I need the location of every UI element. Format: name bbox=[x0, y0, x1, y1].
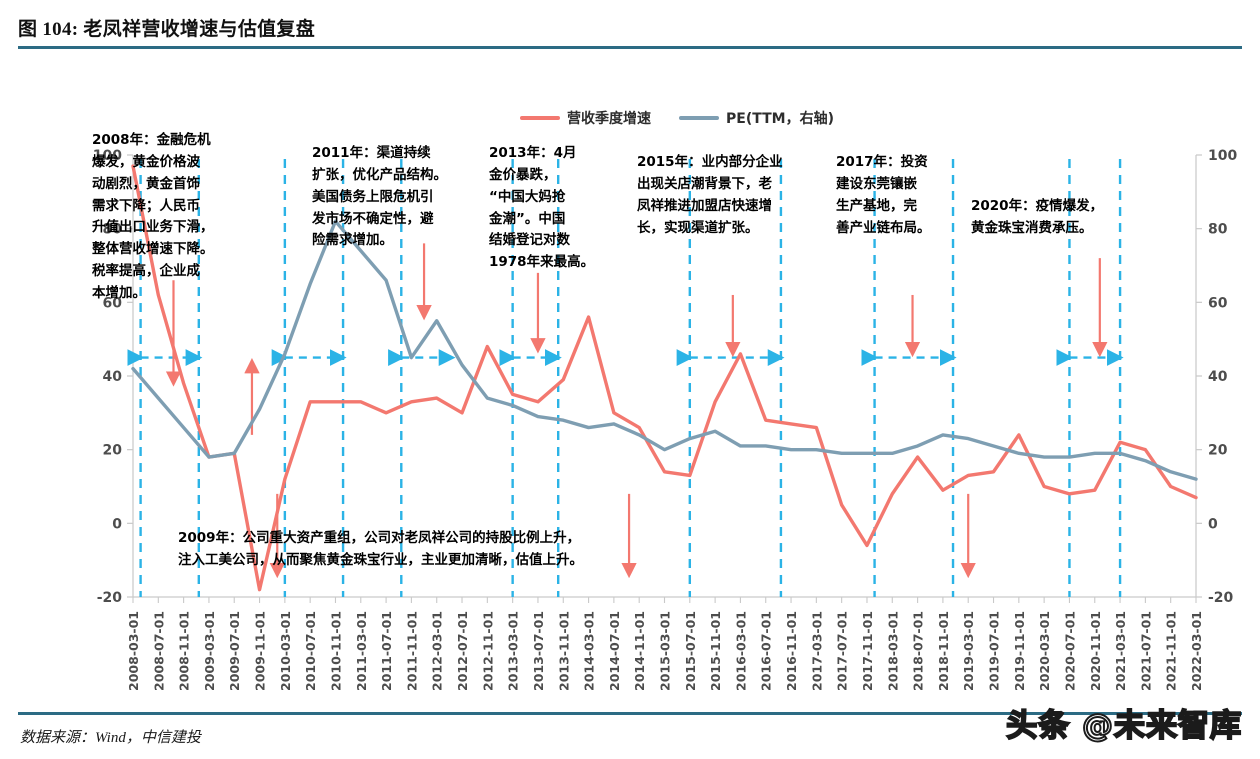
x-tick-label: 2020-07-01 bbox=[1062, 611, 1077, 691]
x-tick-label: 2010-11-01 bbox=[328, 611, 343, 691]
y-tick-label-left: 80 bbox=[103, 222, 123, 238]
legend-label: 营收季度增速 bbox=[567, 111, 651, 127]
x-tick-label: 2018-03-01 bbox=[885, 611, 900, 691]
y-tick-label-left: 0 bbox=[112, 516, 122, 532]
x-tick-label: 2010-03-01 bbox=[278, 611, 293, 691]
x-tick-label: 2017-07-01 bbox=[835, 611, 850, 691]
x-tick-label: 2008-03-01 bbox=[126, 611, 141, 691]
x-tick-label: 2021-11-01 bbox=[1164, 611, 1179, 691]
annotation-a2017: 2017年：投资 建设东莞镶嵌 生产基地，完 善产业链布局。 bbox=[836, 154, 931, 236]
y-tick-label-right: 40 bbox=[1208, 369, 1228, 385]
annotation-a2015: 2015年：业内部分企业 出现关店潮背景下，老 凤祥推进加盟店快速增 长，实现渠… bbox=[637, 154, 783, 236]
x-tick-label: 2013-03-01 bbox=[506, 611, 521, 691]
annotation-a2020: 2020年：疫情爆发， 黄金珠宝消费承压。 bbox=[971, 198, 1104, 236]
annotation-a2013: 2013年：4月 金价暴跌， “中国大妈抢 金潮”。中国 结婚登记对数 1978… bbox=[489, 145, 595, 271]
x-tick-label: 2016-11-01 bbox=[784, 611, 799, 691]
legend-swatch-icon bbox=[679, 116, 719, 120]
x-tick-label: 2008-11-01 bbox=[177, 611, 192, 691]
x-tick-label: 2022-03-01 bbox=[1189, 611, 1204, 691]
x-tick-label: 2011-07-01 bbox=[379, 611, 394, 691]
x-tick-label: 2021-07-01 bbox=[1138, 611, 1153, 691]
annotation-a2011: 2011年：渠道持续 扩张，优化产品结构。 美国债务上限危机引 发市场不确定性，… bbox=[312, 145, 447, 249]
y-tick-label-left: 40 bbox=[103, 369, 123, 385]
x-tick-label: 2012-11-01 bbox=[480, 611, 495, 691]
x-tick-label: 2017-11-01 bbox=[860, 611, 875, 691]
x-tick-label: 2018-11-01 bbox=[936, 611, 951, 691]
y-tick-label-right: 100 bbox=[1208, 148, 1237, 164]
y-tick-label-right: 60 bbox=[1208, 295, 1228, 311]
x-tick-label: 2015-03-01 bbox=[658, 611, 673, 691]
series-line-1 bbox=[131, 219, 1198, 481]
y-tick-label-right: 0 bbox=[1208, 516, 1218, 532]
y-tick-label-left: 20 bbox=[103, 443, 123, 459]
source-note: 数据来源：Wind，中信建投 bbox=[20, 730, 201, 746]
x-tick-label: 2020-11-01 bbox=[1088, 611, 1103, 691]
x-tick-label: 2021-03-01 bbox=[1113, 611, 1128, 691]
x-tick-label: 2020-03-01 bbox=[1037, 611, 1052, 691]
x-tick-label: 2012-03-01 bbox=[430, 611, 445, 691]
x-tick-label: 2015-11-01 bbox=[708, 611, 723, 691]
y-tick-label-left: 60 bbox=[103, 295, 123, 311]
series-line-0 bbox=[131, 164, 1198, 592]
x-tick-label: 2008-07-01 bbox=[151, 611, 166, 691]
y-tick-label-left: -20 bbox=[97, 590, 123, 606]
annotation-a2009: 2009年：公司重大资产重组，公司对老凤祥公司的持股比例上升， 注入工美公司，从… bbox=[178, 530, 583, 568]
page-title: 图 104: 老凤祥营收增速与估值复盘 bbox=[18, 19, 316, 40]
x-tick-label: 2016-07-01 bbox=[759, 611, 774, 691]
x-tick-label: 2015-07-01 bbox=[683, 611, 698, 691]
x-tick-label: 2019-07-01 bbox=[987, 611, 1002, 691]
watermark: 头条 @未来智库 bbox=[1005, 707, 1242, 745]
x-tick-label: 2011-03-01 bbox=[354, 611, 369, 691]
chart-legend: 营收季度增速 PE(TTM，右轴) bbox=[520, 108, 834, 128]
x-tick-label: 2016-03-01 bbox=[733, 611, 748, 691]
footer-divider bbox=[18, 712, 1242, 715]
x-tick-label: 2009-07-01 bbox=[227, 611, 242, 691]
x-tick-label: 2009-03-01 bbox=[202, 611, 217, 691]
x-tick-label: 2013-11-01 bbox=[556, 611, 571, 691]
x-tick-label: 2009-11-01 bbox=[253, 611, 268, 691]
legend-item-1[interactable]: PE(TTM，右轴) bbox=[679, 108, 834, 128]
x-tick-label: 2019-11-01 bbox=[1012, 611, 1027, 691]
figure-title-wrap: 图 104: 老凤祥营收增速与估值复盘 bbox=[18, 14, 1242, 41]
x-tick-label: 2010-07-01 bbox=[303, 611, 318, 691]
x-tick-label: 2011-11-01 bbox=[404, 611, 419, 691]
x-tick-label: 2019-03-01 bbox=[961, 611, 976, 691]
x-tick-label: 2017-03-01 bbox=[809, 611, 824, 691]
legend-swatch-icon bbox=[520, 116, 560, 120]
x-tick-label: 2012-07-01 bbox=[455, 611, 470, 691]
annotation-a2008: 2008年：金融危机 爆发，黄金价格波 动剧烈，黄金首饰 需求下降；人民币 升值… bbox=[92, 132, 214, 302]
x-tick-label: 2018-07-01 bbox=[911, 611, 926, 691]
y-tick-label-right: 20 bbox=[1208, 443, 1228, 459]
x-tick-label: 2014-11-01 bbox=[632, 611, 647, 691]
legend-label: PE(TTM，右轴) bbox=[726, 111, 834, 127]
y-tick-label-left: 100 bbox=[93, 148, 122, 164]
legend-item-0[interactable]: 营收季度增速 bbox=[520, 108, 651, 128]
y-tick-label-right: 80 bbox=[1208, 222, 1228, 238]
x-tick-label: 2014-03-01 bbox=[582, 611, 597, 691]
y-tick-label-right: -20 bbox=[1208, 590, 1234, 606]
x-tick-label: 2013-07-01 bbox=[531, 611, 546, 691]
title-divider bbox=[18, 46, 1242, 49]
x-tick-label: 2014-07-01 bbox=[607, 611, 622, 691]
